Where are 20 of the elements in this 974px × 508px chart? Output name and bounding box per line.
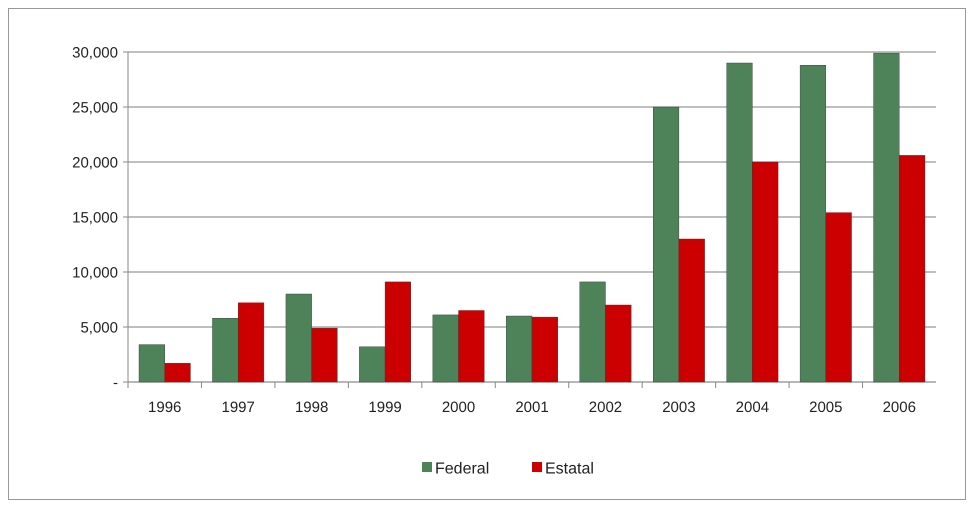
- y-tick-label: 5,000: [80, 319, 118, 336]
- x-tick-label: 1999: [368, 399, 402, 416]
- y-tick-label: -: [113, 374, 118, 392]
- x-tick-label: 2003: [662, 399, 696, 416]
- legend-label: Estatal: [545, 460, 594, 478]
- x-tick-label: 2004: [736, 399, 770, 416]
- y-tick-label: 25,000: [72, 99, 118, 116]
- y-tick-label: 15,000: [72, 209, 118, 226]
- x-tick-label: 1998: [294, 399, 328, 416]
- x-tick-label: 2000: [442, 399, 476, 416]
- y-tick-label: 10,000: [72, 264, 118, 282]
- x-tick-label: 1996: [148, 399, 182, 416]
- x-tick-label: 2006: [882, 399, 916, 416]
- x-tick-label: 2005: [809, 399, 843, 416]
- x-tick-label: 2001: [515, 399, 549, 416]
- y-tick-label: 20,000: [72, 154, 118, 172]
- x-tick-label: 1997: [221, 399, 255, 416]
- legend-label: Federal: [435, 460, 490, 478]
- x-tick-label: 2002: [588, 399, 622, 416]
- y-tick-label: 30,000: [72, 44, 118, 62]
